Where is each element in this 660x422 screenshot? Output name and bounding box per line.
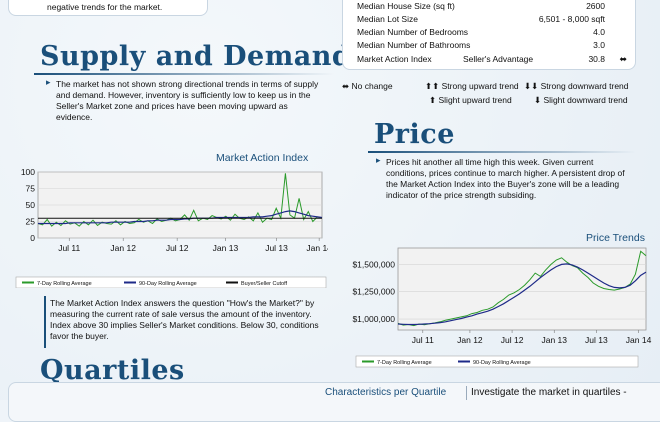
stat-value: 4.0: [593, 27, 605, 37]
stat-value: 30.8: [588, 54, 605, 64]
stat-label: Median House Size (sq ft): [357, 1, 455, 11]
supply-bullet: ▸: [46, 77, 51, 87]
legend-box: [355, 355, 639, 368]
x-tick-label: Jan 14: [626, 335, 652, 345]
stat-value: 6,501 - 8,000 sqft: [538, 14, 605, 24]
price-chart-title: Price Trends: [586, 232, 645, 244]
x-tick-label: Jan 14: [306, 243, 328, 253]
mai-chart: 0 25 50 75 100 Jul 11 Jan 12 Jul 12 Jan 13 Jul 13…: [15, 167, 328, 288]
quartiles-col-text: Investigate the market in quartiles -: [471, 387, 627, 398]
legend-label: 90-Day Rolling Average: [139, 281, 197, 287]
stat-row-house-size: Median House Size (sq ft) 2600: [343, 1, 635, 14]
slight-up-arrow-icon: ⬆: [429, 95, 437, 105]
legend-label: 7-Day Rolling Average: [37, 281, 92, 287]
stat-value: 3.0: [593, 40, 605, 50]
legend-no-change: ⬌ No change: [342, 81, 393, 91]
mai-explain-text: The Market Action Index answers the ques…: [50, 298, 319, 341]
x-tick-label: Jul 11: [412, 335, 434, 345]
stat-row-bathrooms: Median Number of Bathrooms 3.0: [343, 40, 635, 53]
price-chart: $1,000,000 $1,250,000 $1,500,000 Jul 11 Jan …: [352, 247, 652, 368]
supply-underline: [34, 73, 334, 75]
x-tick-label: Jul 13: [265, 243, 288, 253]
quartiles-divider: [466, 386, 467, 400]
no-change-icon: ⬌: [619, 54, 627, 64]
mai-chart-title: Market Action Index: [216, 152, 309, 164]
x-tick-label: Jul 12: [166, 243, 189, 253]
stat-label: Market Action Index: [357, 54, 432, 64]
quartiles-col-title: Characteristics per Quartile: [325, 387, 447, 398]
stat-label: Median Lot Size: [357, 14, 418, 24]
strong-up-arrow-icon: ⬆⬆: [425, 81, 440, 91]
stat-label: Median Number of Bathrooms: [357, 40, 471, 50]
quartiles-panel: Characteristics per Quartile Investigate…: [8, 382, 660, 422]
price-underline: [368, 151, 636, 153]
price-bullet: ▸: [376, 155, 381, 165]
x-tick-label: Jan 13: [541, 335, 567, 345]
x-tick-label: Jul 13: [585, 335, 608, 345]
supply-text: The market has not shown strong directio…: [56, 79, 319, 122]
stat-row-bedrooms: Median Number of Bedrooms 4.0: [343, 27, 635, 40]
y-tick-label: $1,500,000: [352, 259, 395, 269]
intro-panel: negative trends for the market.: [8, 0, 208, 16]
stat-value: 2600: [586, 1, 605, 11]
x-tick-label: Jul 12: [501, 335, 524, 345]
y-tick-label: 0: [30, 233, 35, 243]
x-tick-label: Jan 12: [110, 243, 136, 253]
stat-label: Median Number of Bedrooms: [357, 27, 469, 37]
price-heading: Price: [374, 119, 455, 150]
series-line: [397, 250, 647, 327]
price-text: Prices hit another all time high this we…: [386, 157, 625, 200]
legend-label: 7-Day Rolling Average: [377, 360, 432, 366]
y-tick-label: $1,250,000: [352, 287, 395, 297]
legend-slight-down: ⬇ Slight downward trend: [534, 95, 628, 105]
quartiles-heading: Quartiles: [40, 355, 185, 386]
y-tick-label: 50: [26, 200, 36, 210]
stat-row-mai: Market Action Index Seller's Advantage 3…: [343, 54, 635, 67]
series-line: [38, 210, 323, 225]
x-tick-label: Jan 12: [457, 335, 483, 345]
legend-label: 90-Day Rolling Average: [473, 360, 531, 366]
x-tick-label: Jul 11: [58, 243, 80, 253]
stat-mid: Seller's Advantage: [463, 54, 534, 64]
y-tick-label: 75: [26, 184, 36, 194]
strong-down-arrow-icon: ⬇⬇: [524, 81, 539, 91]
no-change-icon: ⬌: [342, 81, 350, 91]
mai-explain-bar: [44, 296, 46, 348]
intro-text-tail: negative trends for the market.: [47, 2, 163, 12]
series-line: [397, 263, 647, 326]
x-tick-label: Jan 13: [213, 243, 239, 253]
stat-row-lot-size: Median Lot Size 6,501 - 8,000 sqft: [343, 14, 635, 27]
stats-panel: Median House Size (sq ft) 2600 Median Lo…: [342, 0, 636, 70]
legend-slight-up: ⬆ Slight upward trend: [429, 95, 512, 105]
y-tick-label: $1,000,000: [352, 314, 395, 324]
y-tick-label: 100: [21, 167, 35, 177]
legend-box: [15, 276, 327, 288]
legend-label: Buyer/Seller Cutoff: [241, 281, 288, 287]
legend-strong-down: ⬇⬇ Strong downward trend: [524, 81, 629, 91]
y-tick-label: 25: [26, 217, 36, 227]
supply-heading: Supply and Demand: [40, 41, 352, 72]
legend-strong-up: ⬆⬆ Strong upward trend: [425, 81, 519, 91]
slight-down-arrow-icon: ⬇: [534, 95, 542, 105]
